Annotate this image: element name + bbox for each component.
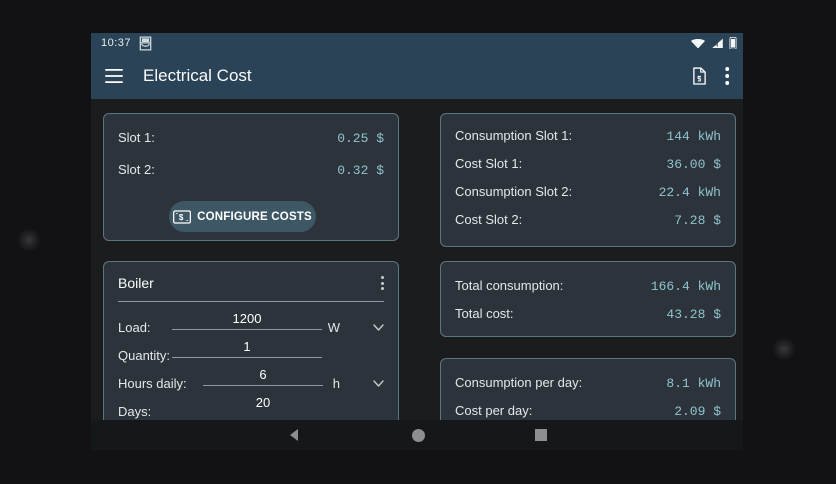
svg-text:$: $ [179,213,184,222]
